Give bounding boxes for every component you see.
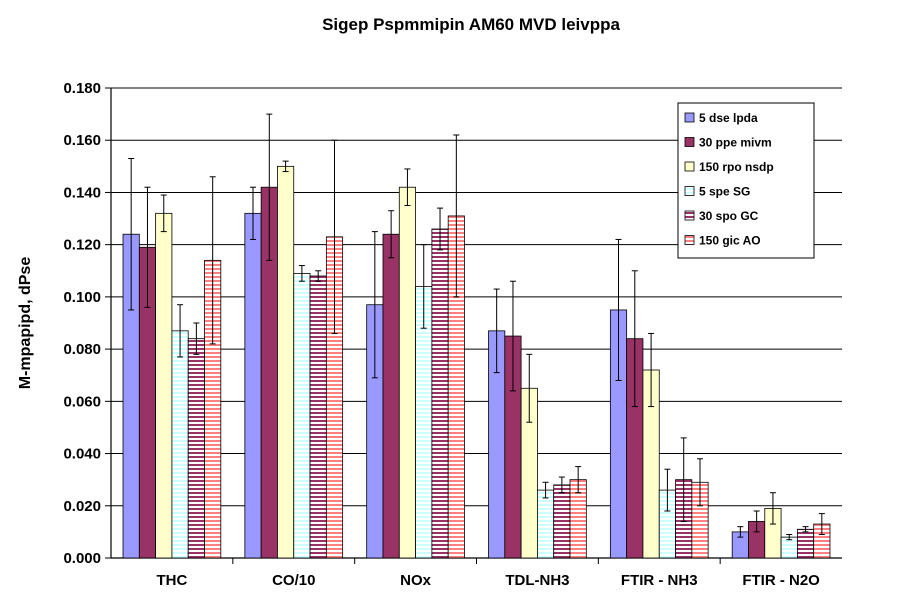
bar (398, 186, 416, 559)
legend: 5 dse lpda 30 ppe mivm 150 rpo nsdp 5 spe S… (677, 102, 815, 259)
legend-label: 150 rpo nsdp (699, 160, 774, 174)
legend-swatch (684, 112, 695, 123)
y-tick-label: 0.040 (63, 446, 101, 463)
bar (309, 275, 327, 559)
bar (796, 528, 815, 559)
bar (155, 212, 173, 559)
legend-swatch (684, 235, 695, 245)
bar (171, 330, 189, 559)
x-tick-label: THC (157, 572, 188, 589)
y-tick-label: 0.120 (63, 237, 101, 254)
y-axis-label: M-mpapipd, dPse (17, 257, 34, 390)
x-tick-label: TDL-NH3 (505, 572, 569, 589)
legend-swatch (684, 161, 695, 172)
x-tick-label: NOx (400, 572, 432, 589)
legend-swatch (684, 186, 695, 196)
legend-label: 30 ppe mivm (699, 136, 772, 150)
x-tick-label: FTIR - NH3 (621, 572, 698, 589)
bar (780, 536, 798, 559)
bar (553, 484, 571, 559)
bar (244, 212, 262, 559)
legend-swatch (684, 137, 695, 147)
y-tick-label: 0.100 (63, 289, 101, 306)
y-tick-label: 0.060 (63, 393, 101, 410)
y-tick-label: 0.180 (63, 80, 101, 97)
bar (293, 272, 311, 559)
y-tick-label: 0.000 (63, 550, 101, 567)
chart-title: Sigep Pspmmipin AM60 MVD leivppa (322, 15, 620, 34)
legend-box (677, 102, 815, 259)
plot-area: 0.000 0.020 0.040 0.060 0.080 0.100 0.120 0.140… (63, 80, 842, 589)
y-tick-label: 0.160 (63, 132, 101, 149)
legend-label: 5 dse lpda (699, 111, 758, 125)
y-tick-label: 0.080 (63, 341, 101, 358)
bar (537, 489, 555, 559)
bar (382, 233, 400, 559)
legend-swatch (684, 210, 695, 221)
bar (431, 228, 449, 559)
bar (187, 338, 205, 559)
y-tick-label: 0.140 (63, 184, 101, 201)
bar (277, 165, 295, 559)
legend-label: 30 spo GC (699, 209, 759, 223)
legend-label: 150 gic AO (699, 234, 761, 248)
y-tick-label: 0.020 (63, 498, 101, 515)
legend-label: 5 spe SG (699, 185, 750, 199)
x-tick-label: CO/10 (272, 572, 315, 589)
x-tick-label: FTIR - N2O (742, 572, 820, 589)
